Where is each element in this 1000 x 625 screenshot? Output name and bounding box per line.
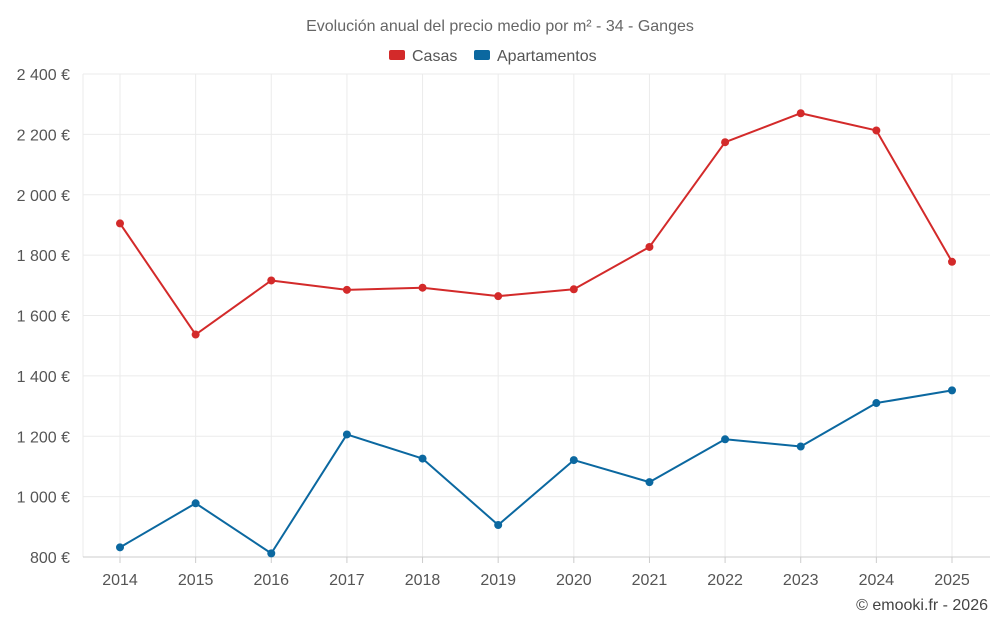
series-line: [119, 112, 953, 336]
data-point[interactable]: [872, 399, 881, 408]
data-point[interactable]: [191, 499, 200, 508]
data-point[interactable]: [796, 109, 805, 118]
chart-title: Evolución anual del precio medio por m² …: [306, 18, 694, 35]
data-point[interactable]: [342, 430, 351, 439]
legend-item-apartamentos[interactable]: Apartamentos: [474, 48, 597, 65]
data-point[interactable]: [948, 257, 956, 266]
y-tick-label: 1 200 €: [17, 429, 70, 446]
credit-text: © emooki.fr - 2026: [856, 597, 988, 614]
data-point[interactable]: [494, 521, 503, 530]
x-tick-label: 2023: [783, 572, 819, 589]
y-tick-label: 2 200 €: [17, 127, 70, 144]
x-tick-label: 2015: [178, 572, 214, 589]
data-point[interactable]: [872, 126, 881, 135]
data-point[interactable]: [721, 138, 730, 147]
data-point[interactable]: [116, 543, 124, 552]
y-tick-label: 1 000 €: [17, 490, 70, 507]
x-tick-label: 2025: [934, 572, 970, 589]
data-point[interactable]: [948, 386, 956, 395]
x-tick-label: 2017: [329, 572, 365, 589]
data-point[interactable]: [191, 330, 200, 339]
data-point[interactable]: [418, 454, 427, 463]
x-tick-label: 2021: [632, 572, 668, 589]
y-tick-label: 1 800 €: [17, 248, 70, 265]
data-point[interactable]: [569, 285, 578, 294]
series-casas: [116, 109, 956, 339]
y-tick-label: 2 000 €: [17, 188, 70, 205]
legend-swatch: [389, 50, 405, 60]
legend: Casas Apartamentos: [389, 48, 597, 65]
x-tick-label: 2024: [859, 572, 895, 589]
x-tick-label: 2016: [253, 572, 289, 589]
data-point[interactable]: [645, 478, 654, 487]
legend-swatch: [474, 50, 490, 60]
data-point[interactable]: [267, 549, 276, 558]
y-tick-label: 2 400 €: [17, 67, 70, 84]
data-point[interactable]: [267, 276, 276, 285]
data-point[interactable]: [494, 292, 503, 301]
x-tick-label: 2022: [707, 572, 743, 589]
data-point[interactable]: [342, 285, 351, 294]
series-line: [119, 389, 953, 555]
y-tick-label: 1 600 €: [17, 309, 70, 326]
x-tick-label: 2019: [480, 572, 516, 589]
x-tick-label: 2020: [556, 572, 592, 589]
data-point[interactable]: [721, 435, 730, 444]
x-tick-label: 2018: [405, 572, 441, 589]
grid: [82, 73, 990, 557]
legend-label: Casas: [412, 48, 457, 65]
data-point[interactable]: [796, 442, 805, 451]
data-point[interactable]: [116, 219, 124, 228]
series-group: [116, 109, 956, 558]
y-tick-label: 1 400 €: [17, 369, 70, 386]
series-apartamentos: [116, 386, 956, 558]
data-point[interactable]: [645, 242, 654, 251]
legend-label: Apartamentos: [497, 48, 597, 65]
data-point[interactable]: [569, 456, 578, 465]
x-tick-label: 2014: [102, 572, 138, 589]
data-point[interactable]: [418, 283, 427, 292]
y-tick-label: 800 €: [30, 550, 70, 567]
legend-item-casas[interactable]: Casas: [389, 48, 457, 65]
axes: 800 € 1 000 € 1 200 € 1 400 € 1 600 € 1 800 €…: [17, 67, 990, 589]
